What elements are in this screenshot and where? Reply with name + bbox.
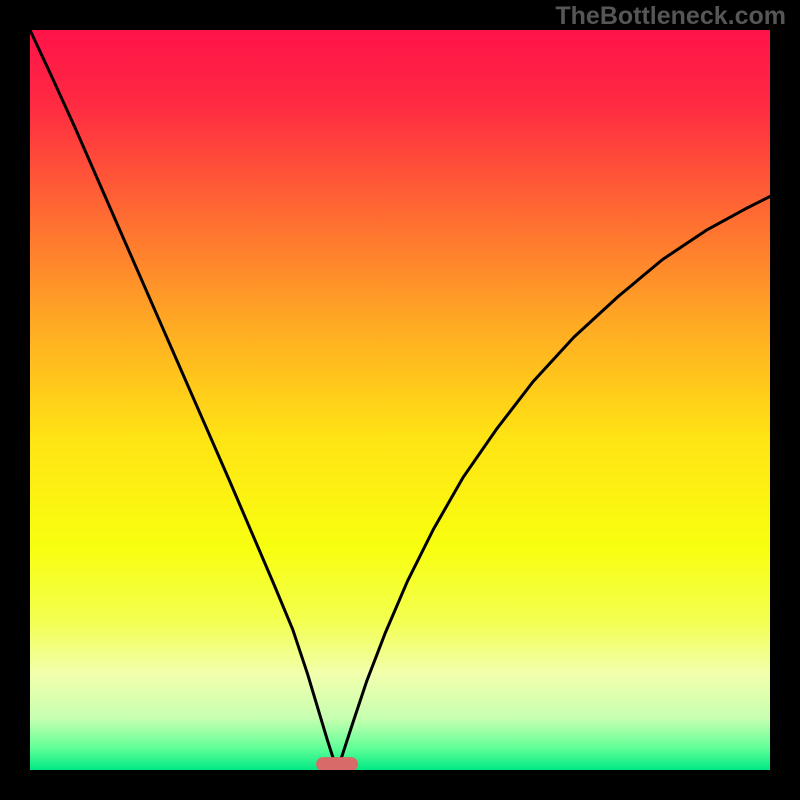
watermark-text: TheBottleneck.com [555,2,786,31]
chart-svg [30,30,770,770]
gradient-background [30,30,770,770]
chart-container [30,30,770,770]
cusp-marker [316,757,358,770]
